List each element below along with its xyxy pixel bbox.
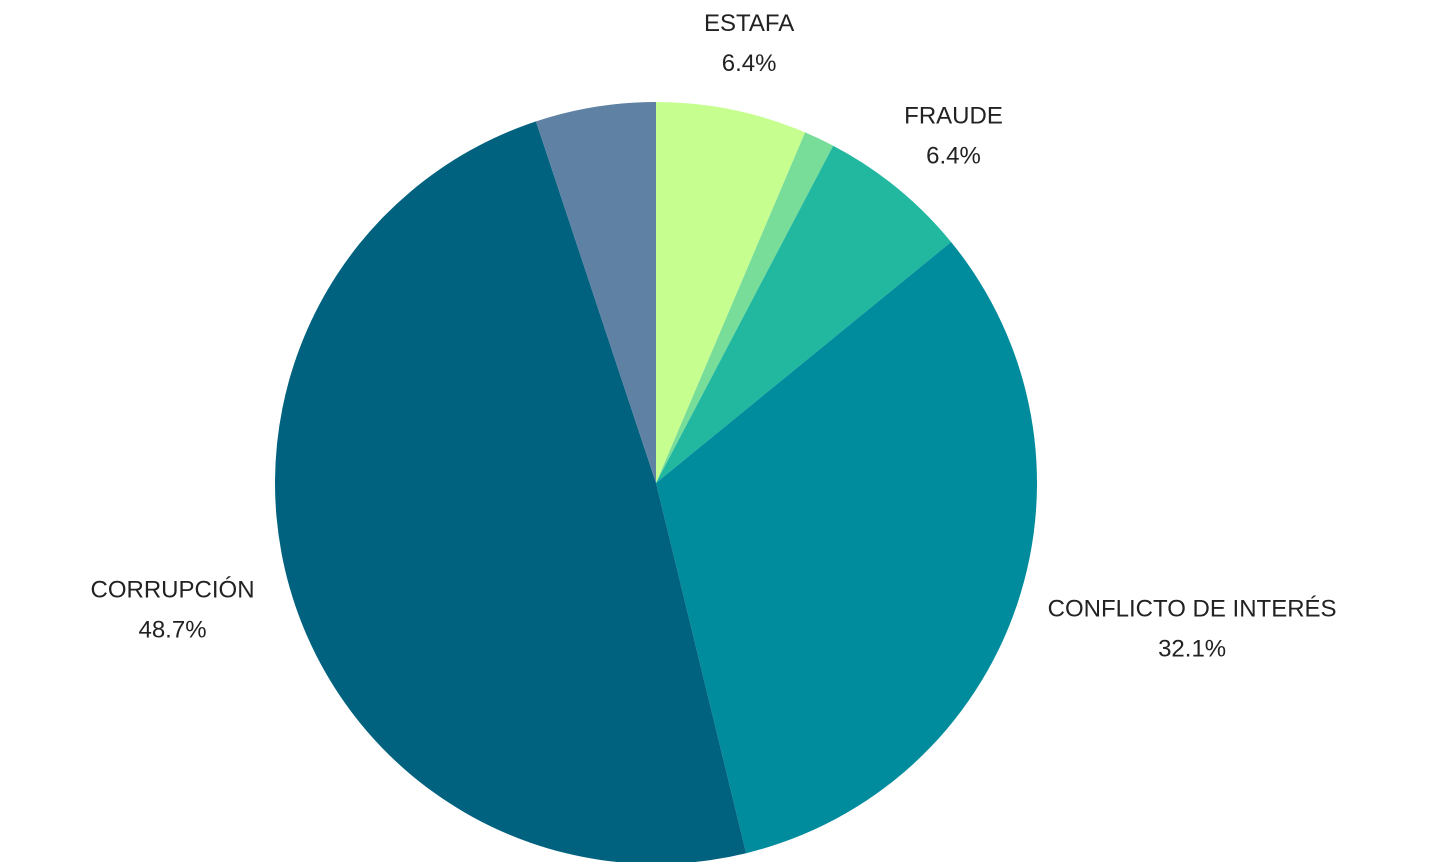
slice-value-label: 6.4% [722, 50, 777, 77]
pie-slice [656, 241, 1037, 854]
slice-label: FRAUDE [904, 103, 1003, 130]
slice-label: CORRUPCIÓN [91, 576, 255, 603]
slice-value-label: 48.7% [138, 616, 206, 643]
slice-label: CONFLICTO DE INTERÉS [1048, 595, 1337, 622]
pie-slice [656, 132, 834, 483]
pie-slice [656, 145, 952, 483]
pie-slice [535, 102, 656, 483]
slice-value-label: 6.4% [926, 143, 981, 170]
slice-value-label: 32.1% [1158, 635, 1226, 662]
slice-label: ESTAFA [704, 10, 794, 37]
pie-slice [656, 102, 806, 483]
pie-slice [275, 121, 747, 862]
